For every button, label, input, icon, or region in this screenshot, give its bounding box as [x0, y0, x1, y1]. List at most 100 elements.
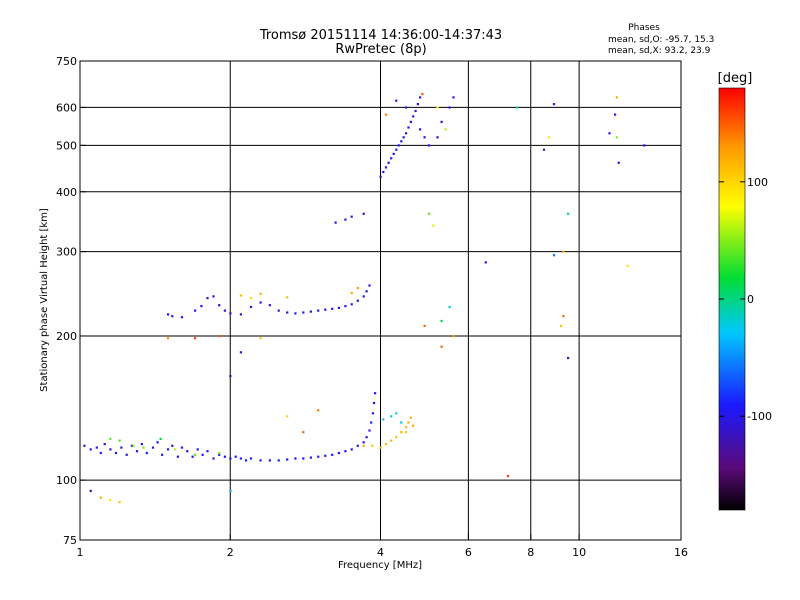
data-point	[135, 450, 139, 453]
data-point	[407, 421, 410, 424]
data-point	[161, 453, 164, 456]
data-point	[379, 175, 382, 178]
y-axis-label: Stationary phase Virtual Height [km]	[39, 208, 50, 392]
data-point	[409, 416, 412, 419]
data-point	[191, 455, 194, 458]
data-point	[365, 436, 368, 439]
data-point	[324, 454, 327, 457]
data-point	[400, 431, 403, 434]
data-point	[384, 113, 388, 116]
data-point	[562, 250, 565, 253]
data-point	[344, 218, 347, 221]
data-point	[344, 450, 347, 453]
data-point	[448, 305, 451, 309]
data-point	[331, 307, 334, 310]
chart-title: Tromsø 20151114 14:36:00-14:37:43	[259, 28, 502, 43]
data-point	[350, 215, 353, 218]
data-point	[562, 315, 565, 318]
data-point	[223, 309, 226, 312]
data-point	[239, 351, 242, 354]
x-tick-label: 2	[227, 546, 234, 559]
data-point	[384, 443, 388, 446]
data-point	[83, 444, 86, 447]
data-point	[151, 446, 155, 449]
data-point	[229, 312, 232, 315]
y-tick-label: 100	[56, 474, 77, 487]
data-point	[234, 455, 237, 458]
data-point	[356, 444, 359, 447]
data-point	[484, 261, 487, 264]
data-point	[436, 136, 439, 139]
data-point	[384, 166, 388, 169]
data-point	[317, 455, 320, 458]
data-point	[132, 444, 135, 447]
data-point	[614, 113, 617, 116]
data-point	[286, 296, 289, 299]
colorbar-tick-label: -100	[747, 410, 772, 423]
data-point	[294, 457, 297, 460]
data-point	[432, 224, 435, 227]
data-point	[395, 148, 398, 151]
data-point	[400, 421, 403, 424]
chart-subtitle: RwPretec (8p)	[335, 42, 426, 57]
data-point	[643, 144, 646, 147]
data-point	[229, 375, 232, 378]
data-point	[180, 316, 184, 319]
data-point	[419, 128, 422, 131]
x-tick-label: 8	[527, 546, 534, 559]
data-point	[400, 140, 403, 143]
data-point	[444, 128, 447, 131]
data-point	[368, 284, 371, 287]
data-point	[567, 212, 570, 215]
data-point	[382, 418, 385, 421]
data-point	[423, 136, 426, 139]
data-point	[331, 453, 334, 456]
data-point	[412, 424, 415, 427]
data-point	[218, 451, 221, 455]
data-points	[83, 93, 646, 504]
data-point	[392, 152, 395, 155]
data-point	[142, 446, 145, 449]
data-point	[440, 345, 443, 348]
data-point	[334, 221, 337, 224]
data-point	[317, 309, 320, 312]
data-point	[390, 157, 393, 160]
data-point	[194, 309, 197, 312]
data-point	[109, 498, 112, 501]
data-point	[405, 431, 408, 434]
data-point	[159, 437, 162, 440]
data-point	[244, 459, 248, 462]
data-point	[452, 335, 455, 338]
data-point	[407, 126, 410, 129]
data-point	[200, 305, 203, 308]
data-point	[268, 459, 271, 462]
data-point	[174, 448, 177, 451]
data-point	[370, 421, 373, 424]
data-point	[337, 451, 340, 455]
x-tick-label: 4	[377, 546, 384, 559]
data-point	[365, 290, 368, 293]
data-point	[212, 295, 215, 298]
data-point	[239, 313, 242, 316]
data-point	[218, 335, 221, 338]
data-point	[286, 458, 289, 461]
data-point	[416, 103, 419, 106]
data-point	[239, 294, 242, 297]
data-point	[302, 311, 305, 314]
data-point	[615, 96, 618, 99]
stats-x-line: mean, sd,X: 93.2, 23.9	[608, 46, 711, 56]
data-point	[448, 106, 451, 109]
y-tick-label: 200	[56, 330, 77, 343]
data-point	[427, 212, 431, 215]
data-point	[99, 451, 102, 455]
data-point	[560, 324, 563, 327]
data-point	[608, 132, 611, 135]
data-point	[350, 303, 353, 306]
data-point	[206, 450, 209, 453]
data-point	[374, 392, 377, 395]
data-point	[436, 106, 439, 109]
stats-o-line: mean, sd,O: -95.7, 15.3	[608, 35, 714, 45]
data-point	[371, 412, 374, 415]
data-point	[402, 136, 405, 139]
data-point	[89, 448, 92, 451]
